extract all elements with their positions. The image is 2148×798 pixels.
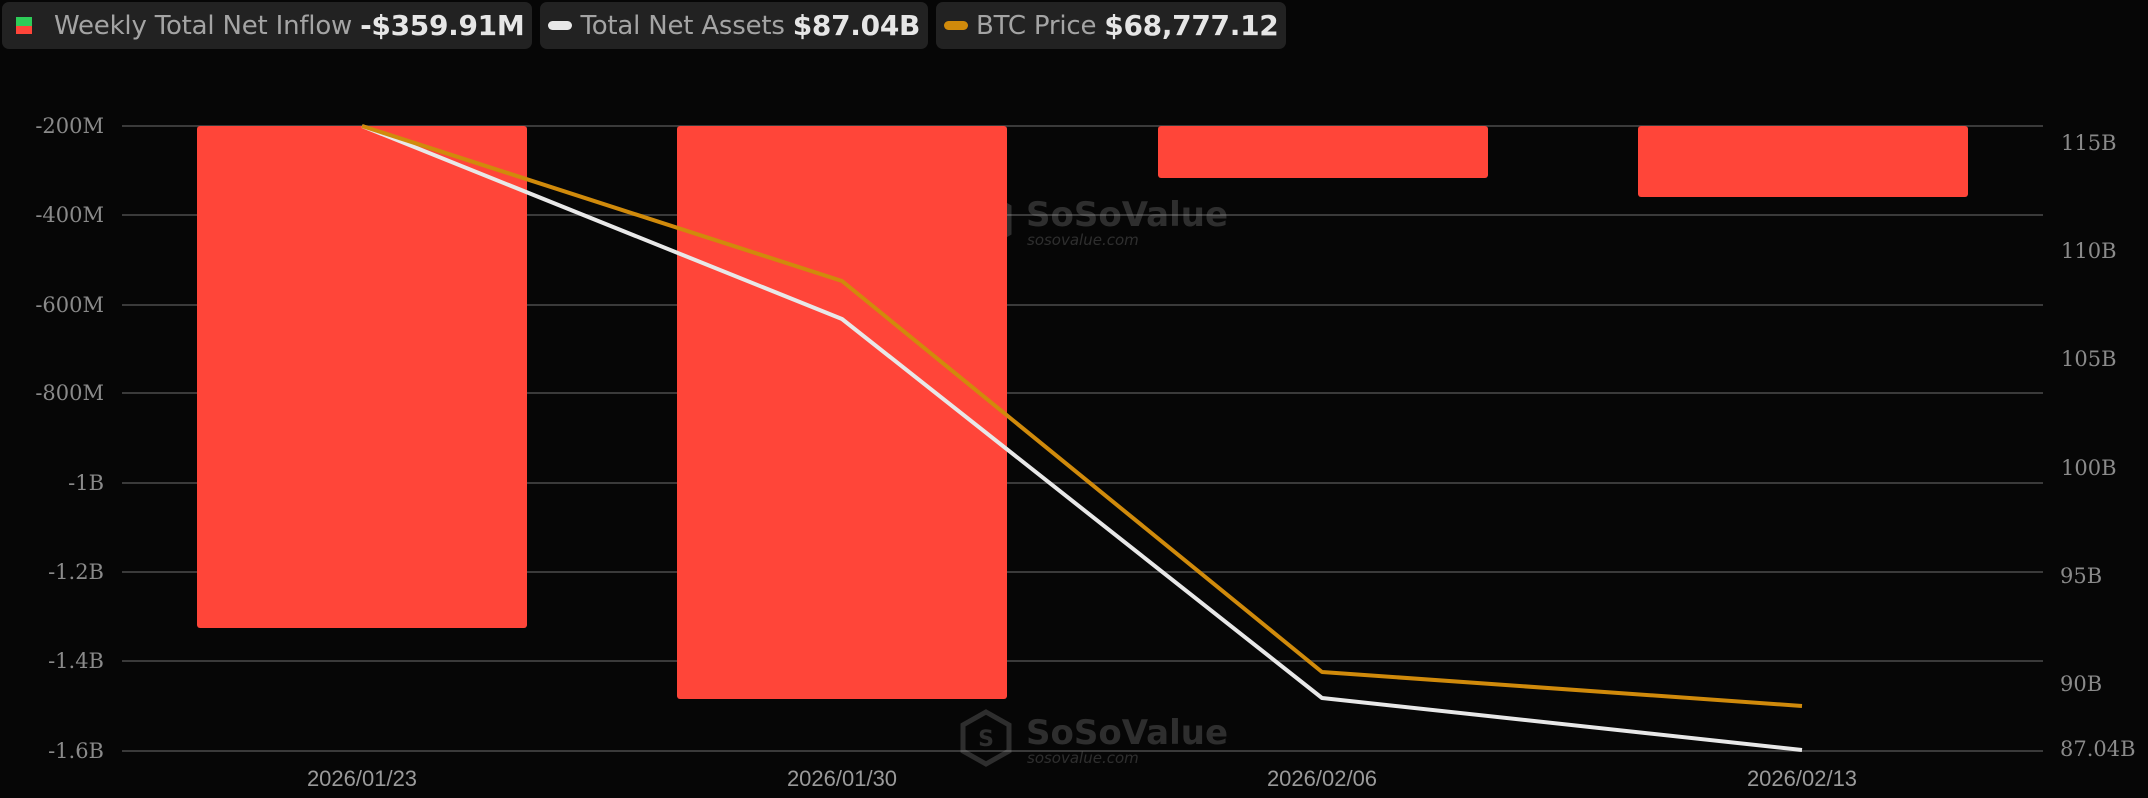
svg-text:sosovalue.com: sosovalue.com <box>1027 231 1139 249</box>
legend-item-btc-price[interactable]: BTC Price $68,777.12 <box>936 2 1287 49</box>
svg-text:115B: 115B <box>2061 131 2117 155</box>
svg-text:-200M: -200M <box>35 114 104 138</box>
svg-text:110B: 110B <box>2061 239 2117 263</box>
bar-2026-01-30[interactable] <box>677 126 1007 699</box>
line-series-icon <box>944 21 969 30</box>
legend: Weekly Total Net Inflow -$359.91M Total … <box>2 2 1287 49</box>
legend-value: $87.04B <box>792 9 921 42</box>
line-series-total-net-assets <box>361 124 1803 752</box>
svg-text:2026/02/06: 2026/02/06 <box>1267 766 1377 791</box>
svg-text:105B: 105B <box>2061 347 2117 371</box>
legend-item-total-net-assets[interactable]: Total Net Assets $87.04B <box>540 2 929 49</box>
svg-text:2026/01/30: 2026/01/30 <box>787 766 897 791</box>
legend-value: $68,777.12 <box>1104 9 1279 42</box>
right-axis: 115B 110B 105B 100B 95B 90B 87.04B <box>2060 131 2136 761</box>
bar-series-net-inflow <box>197 126 1968 699</box>
svg-text:87.04B: 87.04B <box>2060 737 2136 761</box>
bar-series-icon <box>16 17 32 34</box>
svg-text:SoSoValue: SoSoValue <box>1026 713 1228 753</box>
svg-text:90B: 90B <box>2060 672 2102 696</box>
svg-text:SoSoValue: SoSoValue <box>1026 195 1228 235</box>
svg-text:-600M: -600M <box>35 293 104 317</box>
left-axis: -200M -400M -600M -800M -1B -1.2B -1.4B … <box>35 114 104 763</box>
watermark: S SoSoValue sosovalue.com <box>960 709 1228 767</box>
bar-2026-02-13[interactable] <box>1638 126 1968 197</box>
svg-text:sosovalue.com: sosovalue.com <box>1027 749 1139 767</box>
legend-value: -$359.91M <box>360 9 525 42</box>
svg-text:-800M: -800M <box>35 381 104 405</box>
svg-text:S: S <box>978 727 994 752</box>
line-series-icon <box>548 21 573 30</box>
legend-item-net-inflow[interactable]: Weekly Total Net Inflow -$359.91M <box>2 2 533 49</box>
svg-text:-1.6B: -1.6B <box>48 739 104 763</box>
svg-text:-1B: -1B <box>68 471 104 495</box>
bar-2026-02-06[interactable] <box>1158 126 1488 178</box>
legend-label: BTC Price <box>976 10 1097 41</box>
svg-text:100B: 100B <box>2061 456 2117 480</box>
svg-text:-1.4B: -1.4B <box>48 649 104 673</box>
svg-text:95B: 95B <box>2060 564 2102 588</box>
legend-label: Weekly Total Net Inflow <box>54 10 353 41</box>
svg-text:-400M: -400M <box>35 203 104 227</box>
svg-text:2026/02/13: 2026/02/13 <box>1747 766 1857 791</box>
legend-label: Total Net Assets <box>580 10 785 41</box>
sosovalue-logo-icon <box>960 709 1012 767</box>
x-axis: 2026/01/23 2026/01/30 2026/02/06 2026/02… <box>307 766 1857 791</box>
svg-text:-1.2B: -1.2B <box>48 560 104 584</box>
bar-2026-01-23[interactable] <box>197 126 527 628</box>
svg-text:2026/01/23: 2026/01/23 <box>307 766 417 791</box>
line-series-btc-price <box>361 124 1803 708</box>
